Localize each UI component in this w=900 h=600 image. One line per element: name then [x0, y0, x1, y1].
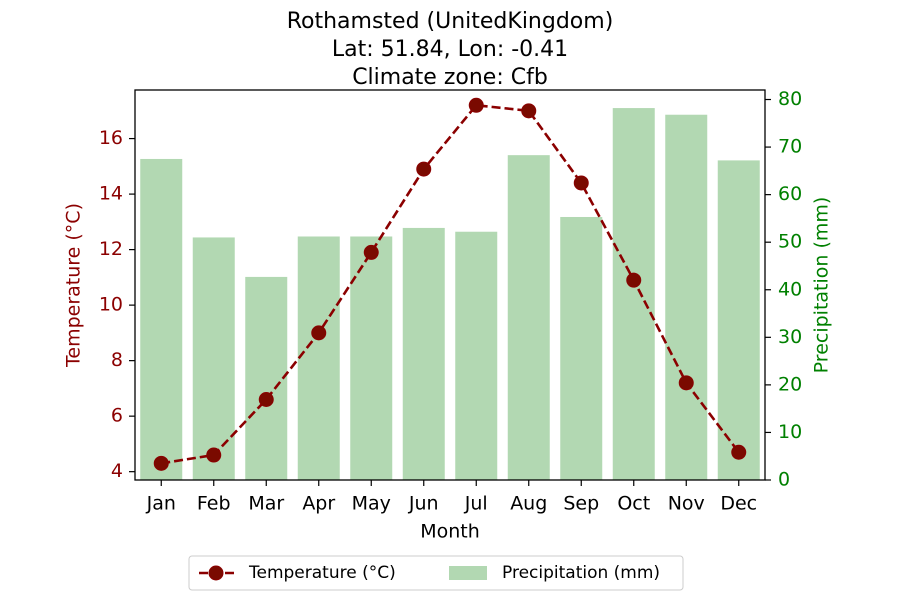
month-tick-label: Apr — [302, 493, 335, 515]
plot-frame — [134, 89, 766, 481]
temperature-point-jan — [153, 455, 169, 471]
precipitation-bar-aug — [507, 155, 550, 480]
precipitation-bar-may — [350, 236, 393, 480]
temperature-point-jun — [416, 161, 432, 177]
precipitation-bar-sep — [560, 216, 603, 481]
legend-box — [188, 555, 684, 591]
precipitation-axis-label: Precipitation (mm) — [811, 197, 833, 374]
precipitation-tick-label: 0 — [778, 469, 790, 491]
precipitation-bar-oct — [612, 108, 655, 480]
temperature-axis-label: Temperature (°C) — [63, 203, 85, 368]
month-tick-label: Mar — [248, 493, 284, 515]
month-tick-label: Jul — [464, 493, 488, 515]
temperature-tick-label: 4 — [111, 460, 123, 482]
month-tick-label: Oct — [617, 493, 650, 515]
temperature-tick-label: 12 — [99, 238, 123, 260]
month-axis: Jan Feb Mar Apr May Jun Jul Aug Sep Oct Nov Dec Mont… — [146, 480, 757, 543]
plot-border — [134, 89, 766, 481]
precipitation-bar-mar — [245, 276, 288, 480]
precipitation-axis: 0 10 20 30 40 50 60 70 80 Precipitation (mm) — [765, 88, 833, 491]
title-line-3: Climate zone: Cfb — [352, 65, 548, 90]
precipitation-bar-dec — [717, 160, 760, 480]
temperature-point-aug — [521, 103, 537, 119]
temperature-point-apr — [311, 325, 327, 341]
month-tick-label: Jun — [408, 493, 439, 515]
precipitation-tick-label: 20 — [778, 373, 802, 395]
month-tick-label: Sep — [563, 493, 599, 515]
legend-precipitation-swatch — [449, 566, 487, 580]
x-axis-label: Month — [420, 521, 480, 543]
temperature-tick-label: 8 — [111, 349, 123, 371]
title-line-2: Lat: 51.84, Lon: -0.41 — [332, 37, 568, 62]
precipitation-tick-label: 80 — [778, 88, 802, 110]
legend: Temperature (°C) Precipitation (mm) — [188, 555, 684, 591]
precipitation-tick-label: 10 — [778, 421, 802, 443]
temperature-tick-label: 16 — [99, 127, 123, 149]
title-line-1: Rothamsted (UnitedKingdom) — [287, 9, 614, 34]
temperature-point-dec — [731, 444, 747, 460]
precipitation-bar-jun — [402, 227, 445, 480]
precipitation-bar-nov — [665, 114, 708, 481]
temperature-tick-label: 14 — [99, 183, 123, 205]
precipitation-tick-label: 70 — [778, 136, 802, 158]
precipitation-tick-label: 50 — [778, 231, 802, 253]
legend-precipitation-label: Precipitation (mm) — [502, 563, 660, 583]
temperature-axis: 4 6 8 10 12 14 16 Temperature (°C) — [63, 127, 135, 482]
month-tick-label: May — [352, 493, 391, 515]
month-tick-label: Jan — [146, 493, 176, 515]
temperature-tick-label: 10 — [99, 294, 123, 316]
month-tick-label: Aug — [510, 493, 547, 515]
precipitation-tick-label: 60 — [778, 183, 802, 205]
legend-temperature-label: Temperature (°C) — [248, 563, 396, 583]
chart-title: Rothamsted (UnitedKingdom) Lat: 51.84, Lo… — [287, 9, 614, 90]
month-tick-label: Nov — [668, 493, 705, 515]
temperature-point-mar — [258, 392, 274, 408]
precipitation-bar-jan — [140, 158, 183, 480]
temperature-point-jul — [468, 97, 484, 113]
temperature-point-oct — [626, 272, 642, 288]
temperature-point-may — [363, 244, 379, 260]
month-tick-label: Feb — [197, 493, 231, 515]
temperature-point-nov — [678, 375, 694, 391]
temperature-point-sep — [573, 175, 589, 191]
precipitation-tick-label: 30 — [778, 326, 802, 348]
precipitation-bar-jul — [455, 231, 498, 480]
temperature-line — [153, 97, 747, 471]
temperature-line-path — [161, 103, 740, 465]
temperature-point-feb — [206, 447, 222, 463]
legend-temperature-marker — [208, 565, 224, 581]
precipitation-tick-label: 40 — [778, 278, 802, 300]
month-tick-label: Dec — [720, 493, 757, 515]
precipitation-bar-feb — [192, 237, 235, 480]
precipitation-bars — [140, 108, 760, 481]
precipitation-bar-apr — [297, 236, 340, 480]
temperature-tick-label: 6 — [111, 405, 123, 427]
